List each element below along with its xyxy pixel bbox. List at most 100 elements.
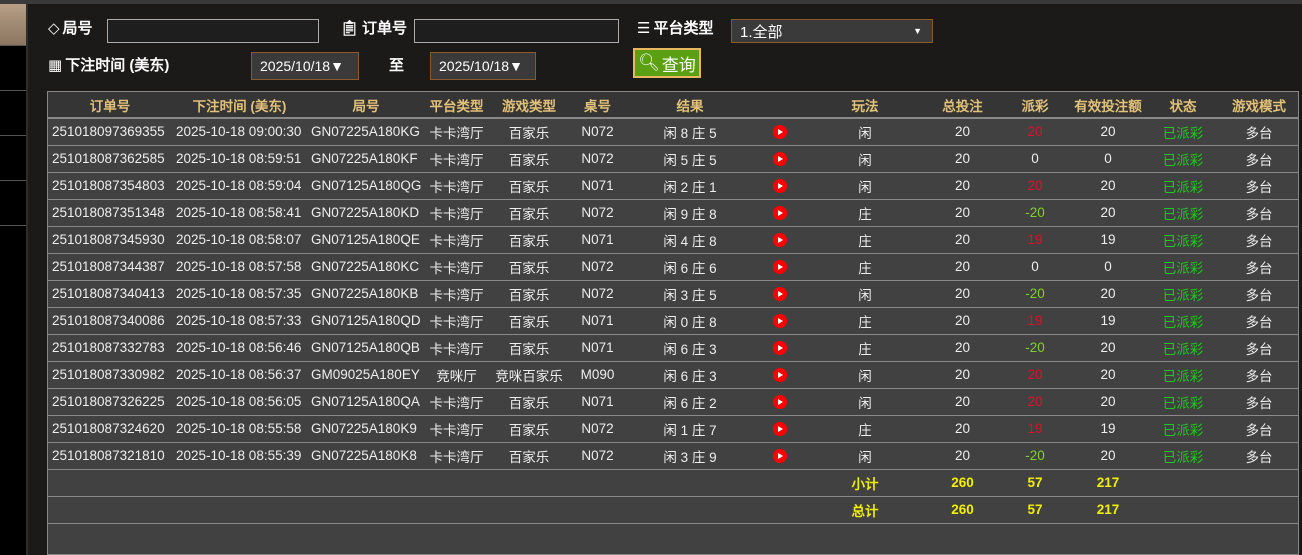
order-input[interactable] bbox=[414, 19, 619, 43]
result: 闲 0 庄 8 bbox=[625, 307, 755, 335]
table-no: N071 bbox=[570, 172, 625, 200]
play-video-icon[interactable] bbox=[773, 179, 787, 194]
table-no: N071 bbox=[570, 226, 625, 254]
sidebar-tab[interactable] bbox=[0, 181, 26, 226]
replay-cell bbox=[755, 199, 805, 227]
sidebar-tab[interactable] bbox=[0, 136, 26, 181]
table-row[interactable]: 251018087340413 2025-10-18 08:57:35 GN0722… bbox=[48, 280, 1298, 308]
clipboard-icon: 📋︎ bbox=[340, 19, 360, 37]
play-video-icon[interactable] bbox=[773, 233, 787, 248]
table-row[interactable]: 251018087330982 2025-10-18 08:56:37 GM0902… bbox=[48, 361, 1298, 389]
date-to-select[interactable]: 2025/10/18▼ bbox=[430, 52, 536, 80]
order-label: 📋︎ 订单号 bbox=[340, 19, 408, 38]
round-id: GN07125A180QG bbox=[307, 172, 425, 200]
result: 闲 6 庄 3 bbox=[625, 361, 755, 389]
bet-time: 2025-10-18 08:59:51 bbox=[172, 145, 307, 173]
result: 闲 5 庄 5 bbox=[625, 145, 755, 173]
total-bet: 20 bbox=[925, 253, 1000, 281]
play-video-icon[interactable] bbox=[773, 368, 787, 383]
game-mode: 多台 bbox=[1220, 145, 1298, 173]
table-row[interactable]: 251018087332783 2025-10-18 08:56:46 GN0712… bbox=[48, 334, 1298, 362]
play-video-icon[interactable] bbox=[773, 314, 787, 329]
play-video-icon[interactable] bbox=[773, 287, 787, 302]
play-video-icon[interactable] bbox=[773, 395, 787, 410]
play-video-icon[interactable] bbox=[773, 152, 787, 167]
platform: 卡卡湾厅 bbox=[425, 253, 488, 281]
round-input[interactable] bbox=[107, 19, 319, 43]
payout: 0 bbox=[1000, 253, 1070, 281]
table-row[interactable]: 251018087344387 2025-10-18 08:57:58 GN0722… bbox=[48, 253, 1298, 281]
play-video-icon[interactable] bbox=[773, 449, 787, 464]
play-type: 闲 bbox=[805, 388, 925, 416]
play-video-icon[interactable] bbox=[773, 206, 787, 221]
table-row[interactable]: 251018087324620 2025-10-18 08:55:58 GN0722… bbox=[48, 415, 1298, 443]
table-header: 订单号 下注时间 (美东) 局号 平台类型 游戏类型 桌号 结果 玩法 总投注 派彩 有效投注额 状态… bbox=[48, 92, 1298, 119]
table-row[interactable]: 251018087354803 2025-10-18 08:59:04 GN0712… bbox=[48, 172, 1298, 200]
column-header: 游戏类型 bbox=[488, 92, 570, 119]
total-valid-bet: 217 bbox=[1070, 496, 1146, 524]
date-from-select[interactable]: 2025/10/18▼ bbox=[251, 52, 359, 80]
total-bet: 20 bbox=[925, 226, 1000, 254]
status: 已派彩 bbox=[1146, 415, 1220, 443]
order-id: 251018087324620 bbox=[48, 415, 172, 443]
column-header: 局号 bbox=[307, 92, 425, 119]
table-row[interactable]: 251018097369355 2025-10-18 09:00:30 GN0722… bbox=[48, 118, 1298, 146]
table-row[interactable]: 251018087362585 2025-10-18 08:59:51 GN0722… bbox=[48, 145, 1298, 173]
sidebar-tab[interactable] bbox=[0, 46, 26, 91]
sidebar-tab[interactable] bbox=[0, 91, 26, 136]
table-no: M090 bbox=[570, 361, 625, 389]
game-mode: 多台 bbox=[1220, 307, 1298, 335]
table-row[interactable]: 251018087351348 2025-10-18 08:58:41 GN0722… bbox=[48, 199, 1298, 227]
status: 已派彩 bbox=[1146, 334, 1220, 362]
query-button[interactable]: 🔍︎ 查询 bbox=[633, 48, 701, 78]
bet-time: 2025-10-18 08:58:07 bbox=[172, 226, 307, 254]
replay-cell bbox=[755, 442, 805, 470]
round-id: GN07225A180KB bbox=[307, 280, 425, 308]
game-mode: 多台 bbox=[1220, 253, 1298, 281]
table-no: N071 bbox=[570, 388, 625, 416]
order-id: 251018097369355 bbox=[48, 118, 172, 146]
total-bet: 20 bbox=[925, 307, 1000, 335]
play-video-icon[interactable] bbox=[773, 125, 787, 140]
play-video-icon[interactable] bbox=[773, 422, 787, 437]
platform: 卡卡湾厅 bbox=[425, 307, 488, 335]
play-video-icon[interactable] bbox=[773, 260, 787, 275]
replay-cell bbox=[755, 307, 805, 335]
table-row[interactable]: 251018087345930 2025-10-18 08:58:07 GN0712… bbox=[48, 226, 1298, 254]
valid-bet: 20 bbox=[1070, 334, 1146, 362]
platform: 卡卡湾厅 bbox=[425, 415, 488, 443]
round-id: GN07225A180K8 bbox=[307, 442, 425, 470]
bet-time: 2025-10-18 08:56:37 bbox=[172, 361, 307, 389]
empty-cell bbox=[48, 469, 805, 497]
total-bet: 20 bbox=[925, 361, 1000, 389]
platform-select[interactable]: 1.全部 ▼ bbox=[731, 19, 933, 43]
result: 闲 6 庄 6 bbox=[625, 253, 755, 281]
result: 闲 2 庄 1 bbox=[625, 172, 755, 200]
table-row[interactable]: 251018087340086 2025-10-18 08:57:33 GN0712… bbox=[48, 307, 1298, 335]
game-type: 百家乐 bbox=[488, 442, 570, 470]
total-payout: 57 bbox=[1000, 496, 1070, 524]
table-row[interactable]: 251018087321810 2025-10-18 08:55:39 GN0722… bbox=[48, 442, 1298, 470]
total-bet: 20 bbox=[925, 334, 1000, 362]
game-type: 百家乐 bbox=[488, 415, 570, 443]
column-header: 平台类型 bbox=[425, 92, 488, 119]
payout: -20 bbox=[1000, 334, 1070, 362]
table-no: N071 bbox=[570, 334, 625, 362]
total-bet: 20 bbox=[925, 415, 1000, 443]
platform-label: ☰ 平台类型 bbox=[637, 19, 714, 38]
table-no: N072 bbox=[570, 253, 625, 281]
column-header: 桌号 bbox=[570, 92, 625, 119]
sidebar-tab-active[interactable] bbox=[0, 4, 26, 46]
play-video-icon[interactable] bbox=[773, 341, 787, 356]
bet-time: 2025-10-18 08:58:41 bbox=[172, 199, 307, 227]
table-row[interactable]: 251018087326225 2025-10-18 08:56:05 GN0712… bbox=[48, 388, 1298, 416]
status: 已派彩 bbox=[1146, 226, 1220, 254]
valid-bet: 20 bbox=[1070, 199, 1146, 227]
play-type: 庄 bbox=[805, 253, 925, 281]
total-bet: 20 bbox=[925, 199, 1000, 227]
table-empty-area bbox=[48, 522, 1298, 555]
total-label: 总计 bbox=[805, 496, 925, 524]
result: 闲 6 庄 2 bbox=[625, 388, 755, 416]
round-id: GN07125A180QA bbox=[307, 388, 425, 416]
total-bet: 20 bbox=[925, 280, 1000, 308]
